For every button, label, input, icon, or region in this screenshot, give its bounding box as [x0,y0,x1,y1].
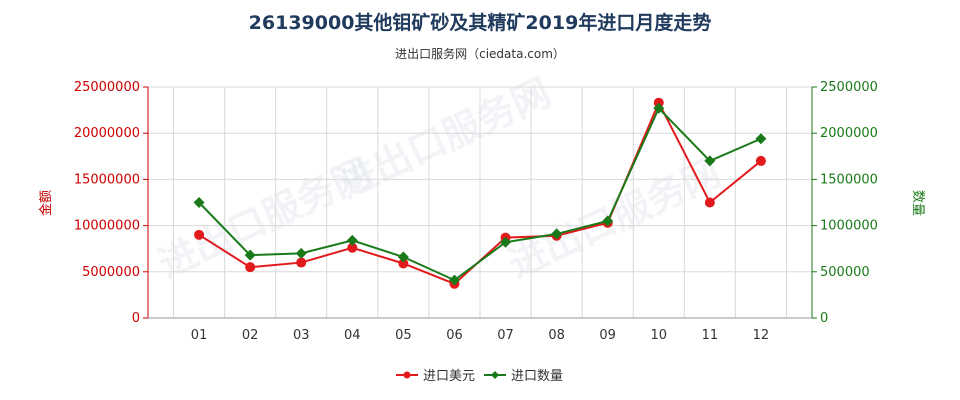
y-left-tick-label: 15000000 [74,172,140,187]
legend-label-0: 进口美元 [423,369,475,384]
y-left-axis-title: 金额 [38,190,54,216]
axes: 0500000010000000150000002000000025000000… [38,80,925,343]
series-1-point [653,102,665,114]
x-tick-label: 04 [344,328,361,343]
series-0-point [296,257,307,268]
legend-marker-0 [403,371,411,379]
series-1-point [193,197,205,208]
y-right-tick-label: 500000 [820,265,870,280]
x-tick-label: 02 [242,328,259,343]
x-tick-label: 09 [599,328,616,343]
y-right-tick-label: 1500000 [820,172,878,187]
series-0-point [398,258,409,269]
watermark-text: 进出口服务网 [332,70,557,206]
series-0-point [704,197,715,208]
y-left-tick-label: 25000000 [74,80,140,95]
series [193,97,767,289]
y-right-tick-label: 0 [820,311,828,326]
legend-marker-1 [491,371,499,379]
chart-title: 26139000其他钼矿砂及其精矿2019年进口月度走势 [248,12,712,34]
series-0-point [653,97,664,108]
series-1-point [602,215,614,227]
series-1-point [244,249,256,261]
x-tick-label: 07 [497,328,514,343]
chart-subtitle: 进出口服务网（ciedata.com） [395,47,565,61]
y-left-tick-label: 10000000 [74,219,140,234]
x-tick-label: 08 [548,328,565,343]
series-1-point [295,247,307,259]
x-tick-label: 03 [293,328,310,343]
x-tick-label: 11 [702,328,719,343]
series-1-point [755,133,767,145]
legend: 进口美元 进口数量 [396,369,563,384]
series-1-point [397,251,409,263]
x-tick-label: 10 [650,328,667,343]
y-left-tick-label: 20000000 [74,126,140,141]
y-right-tick-label: 1000000 [820,219,878,234]
y-right-axis-title: 数量 [910,190,925,216]
series-1-point [448,274,460,286]
series-1-point [551,228,563,240]
y-right-tick-label: 2000000 [820,126,878,141]
series-0-point [194,229,205,240]
y-left-tick-label: 5000000 [82,265,140,280]
y-right-tick-label: 2500000 [820,80,878,95]
x-tick-label: 01 [191,328,208,343]
x-tick-label: 05 [395,328,412,343]
series-0-point [245,262,256,273]
legend-label-1: 进口数量 [511,369,563,384]
series-line-1 [198,106,762,282]
series-1-point [346,234,358,246]
series-1-point [704,155,716,167]
x-tick-label: 12 [753,328,770,343]
series-0-point [755,155,766,166]
x-tick-label: 06 [446,328,463,343]
y-left-tick-label: 0 [132,311,140,326]
series-0-point [347,242,358,253]
series-1-point [500,236,512,248]
